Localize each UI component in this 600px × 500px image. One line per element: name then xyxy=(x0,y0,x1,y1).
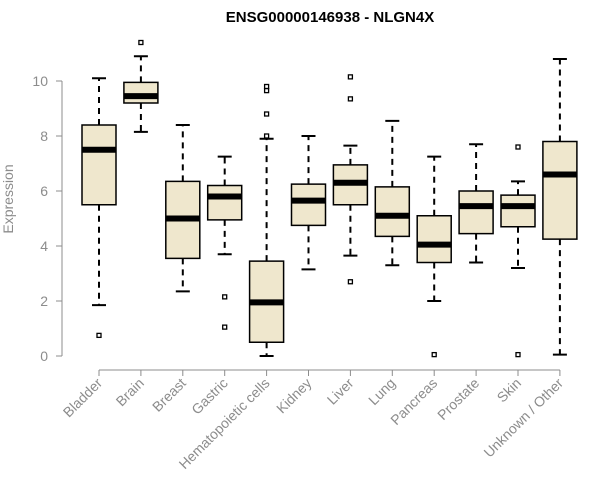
outlier-point xyxy=(347,279,354,285)
y-tick-label: 2 xyxy=(40,293,48,309)
outlier-point xyxy=(222,294,228,300)
x-tick-label: Liver xyxy=(324,375,357,408)
y-tick-label: 6 xyxy=(40,183,48,199)
x-tick-label: Prostate xyxy=(434,375,482,423)
box xyxy=(458,190,494,235)
outlier-point xyxy=(138,39,144,46)
x-tick-label: Breast xyxy=(149,375,189,415)
box xyxy=(206,184,243,221)
box xyxy=(123,81,159,104)
outlier-point xyxy=(347,74,354,80)
outlier-point xyxy=(263,133,270,139)
outlier-point xyxy=(431,351,437,358)
outlier-point xyxy=(515,351,521,358)
box xyxy=(81,124,117,206)
outlier-point xyxy=(222,324,228,330)
x-tick-label: Unknown / Other xyxy=(480,375,566,461)
x-tick-label: Skin xyxy=(494,375,525,406)
x-tick-label: Pancreas xyxy=(387,375,440,428)
outlier-point xyxy=(515,144,521,150)
y-tick-label: 4 xyxy=(40,238,48,254)
y-tick-label: 10 xyxy=(32,73,48,89)
y-tick-label: 8 xyxy=(40,128,48,144)
x-tick-label: Lung xyxy=(365,375,398,408)
box xyxy=(374,186,411,238)
outlier-point xyxy=(263,111,270,117)
box xyxy=(290,183,327,227)
chart-title: ENSG00000146938 - NLGN4X xyxy=(226,9,434,26)
outlier-point xyxy=(263,87,270,94)
outlier-point xyxy=(347,96,354,102)
outlier-point xyxy=(263,83,270,90)
y-axis-label: Expression xyxy=(0,164,16,233)
box xyxy=(500,194,536,228)
x-tick-label: Brain xyxy=(113,375,147,409)
box xyxy=(542,140,578,240)
outlier-point xyxy=(96,332,102,339)
y-tick-label: 0 xyxy=(40,348,48,364)
x-tick-label: Kidney xyxy=(273,375,315,417)
x-tick-label: Bladder xyxy=(60,375,106,421)
box xyxy=(416,215,452,264)
